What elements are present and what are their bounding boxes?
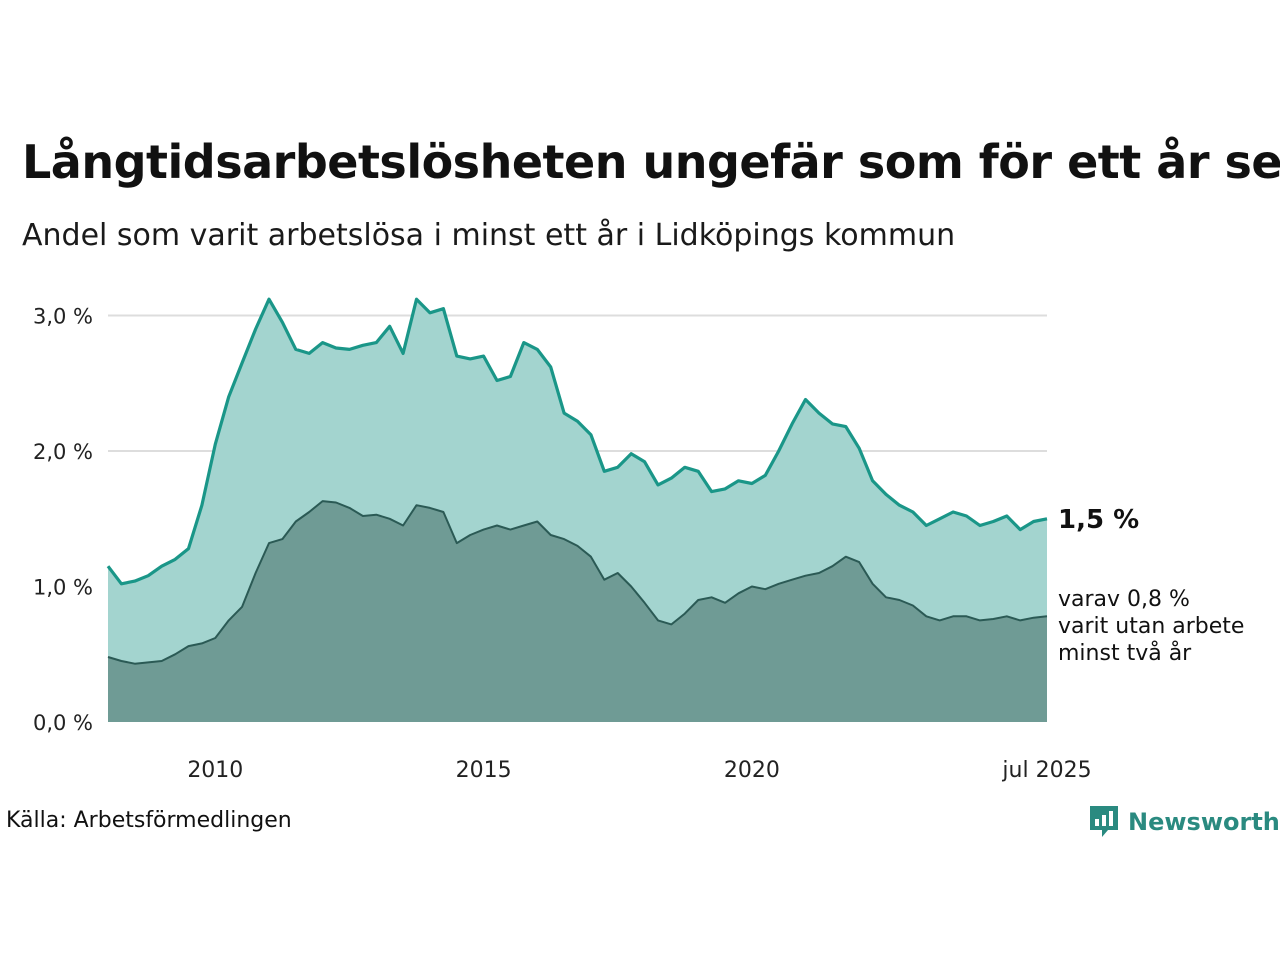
source-note: Källa: Arbetsförmedlingen xyxy=(6,808,292,833)
x-axis-ticks: 2010 2015 2020 jul 2025 xyxy=(187,758,1091,783)
area-sub xyxy=(108,501,1047,722)
end-label-sub-line-2: varit utan arbete xyxy=(1058,614,1244,639)
brand-logo: Newsworthy xyxy=(1088,804,1280,840)
y-axis-ticks: 0,0 % 1,0 % 2,0 % 3,0 % xyxy=(33,305,93,736)
chart-title: Långtidsarbetslösheten ungefär som för e… xyxy=(22,135,1280,189)
x-tick-label: jul 2025 xyxy=(1001,758,1091,783)
newsworthy-logo-icon xyxy=(1090,806,1118,837)
chart-subtitle: Andel som varit arbetslösa i minst ett å… xyxy=(22,218,956,253)
y-tick-label: 2,0 % xyxy=(33,440,93,464)
line-total xyxy=(106,297,1048,586)
y-tick-label: 1,0 % xyxy=(33,576,93,600)
line-sub xyxy=(107,500,1048,665)
end-label-sub-line-1: varav 0,8 % xyxy=(1058,587,1190,612)
y-tick-label: 0,0 % xyxy=(33,711,93,735)
brand-name: Newsworthy xyxy=(1128,808,1280,836)
x-tick-label: 2020 xyxy=(724,758,780,783)
x-tick-label: 2015 xyxy=(456,758,512,783)
y-tick-label: 3,0 % xyxy=(33,305,93,329)
x-tick-label: 2010 xyxy=(187,758,243,783)
end-label-sub-line-3: minst två år xyxy=(1058,640,1192,666)
end-label-total: 1,5 % xyxy=(1058,505,1139,535)
